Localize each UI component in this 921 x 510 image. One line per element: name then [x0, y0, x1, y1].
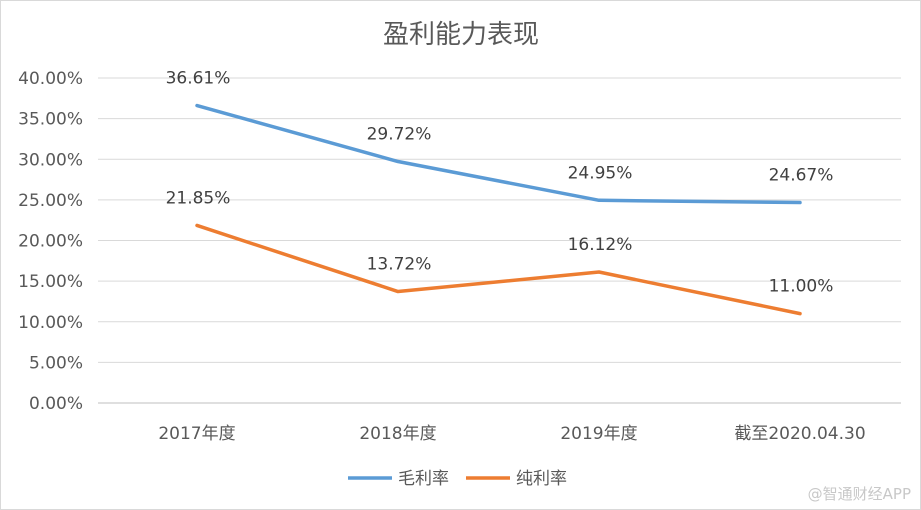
watermark-text: @智通财经APP: [808, 485, 911, 503]
y-tick-label: 20.00%: [18, 232, 83, 252]
x-tick-label: 2017年度: [158, 424, 235, 444]
series-line-1: [195, 103, 802, 205]
legend-label: 毛利率: [398, 469, 449, 489]
y-tick-label: 10.00%: [18, 313, 83, 333]
data-label: 24.95%: [568, 163, 633, 183]
series-line-2: [195, 223, 802, 316]
data-label: 29.72%: [367, 125, 432, 145]
data-label: 16.12%: [568, 235, 633, 255]
x-axis-tick-labels: 2017年度 2018年度 2019年度 截至2020.04.30: [158, 424, 865, 444]
y-tick-label: 35.00%: [18, 110, 83, 130]
x-tick-label: 截至2020.04.30: [734, 424, 865, 444]
data-label: 11.00%: [769, 277, 834, 297]
data-labels: 36.61% 29.72% 24.95% 24.67% 21.85% 13.72% 16.1…: [166, 69, 834, 297]
y-tick-label: 30.00%: [18, 150, 83, 170]
legend-label: 纯利率: [516, 469, 567, 489]
data-label: 36.61%: [166, 69, 231, 89]
x-tick-label: 2018年度: [359, 424, 436, 444]
y-tick-label: 40.00%: [18, 69, 83, 89]
x-tick-label: 2019年度: [560, 424, 637, 444]
data-label: 21.85%: [166, 188, 231, 208]
series-lines: [195, 103, 802, 316]
legend: 毛利率 纯利率: [348, 469, 567, 489]
grid-lines: [98, 77, 901, 404]
chart-title: 盈利能力表现: [383, 20, 539, 50]
y-axis-tick-labels: 0.00% 5.00% 10.00% 15.00% 20.00% 25.00% 30.00%…: [18, 69, 83, 414]
y-tick-label: 15.00%: [18, 272, 83, 292]
data-label: 13.72%: [367, 255, 432, 275]
y-tick-label: 0.00%: [29, 394, 83, 414]
y-tick-label: 25.00%: [18, 191, 83, 211]
y-tick-label: 5.00%: [29, 353, 83, 373]
data-label: 24.67%: [769, 166, 834, 186]
